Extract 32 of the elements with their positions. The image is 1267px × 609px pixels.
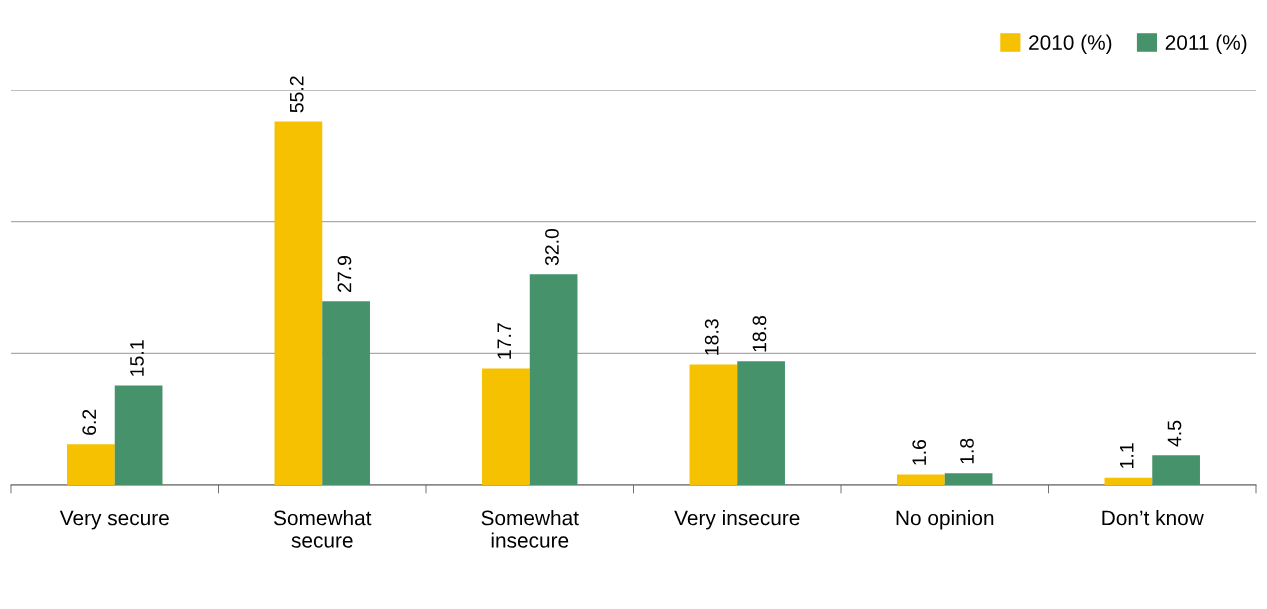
data-label: 1.8 (960, 438, 974, 464)
data-label: 1.1 (1120, 443, 1134, 468)
data-label: 6.2 (82, 409, 97, 435)
x-tick-label: Somewhat insecure (481, 510, 579, 548)
data-label: 18.8 (752, 315, 767, 352)
data-label: 18.3 (704, 319, 719, 355)
bar (482, 368, 530, 485)
legend-label: 2011 (%) (1165, 34, 1247, 55)
data-label: 4.5 (1167, 420, 1182, 447)
bar (529, 274, 578, 485)
bar (322, 301, 370, 485)
x-tick-label: No opinion (896, 510, 994, 530)
data-label: 27.9 (337, 256, 352, 293)
bar (114, 385, 163, 485)
x-tick-label: Don’t know (1102, 510, 1204, 526)
x-tick-label: Very insecure (674, 510, 800, 530)
bar (1152, 455, 1200, 485)
bar (689, 364, 738, 485)
x-tick-label: Somewhat secure (273, 510, 372, 548)
data-label: 15.1 (130, 340, 144, 376)
bar (274, 121, 323, 485)
data-label: 17.7 (497, 323, 511, 359)
data-label: 1.6 (912, 439, 927, 465)
bar (67, 444, 115, 485)
data-label: 55.2 (289, 76, 304, 113)
bar (897, 474, 945, 485)
x-tick-label: Very secure (59, 510, 169, 530)
bar (1104, 477, 1153, 485)
legend-label: 2010 (%) (1029, 34, 1112, 55)
bar (737, 361, 785, 485)
data-label: 32.0 (545, 228, 559, 266)
bar (944, 473, 993, 485)
